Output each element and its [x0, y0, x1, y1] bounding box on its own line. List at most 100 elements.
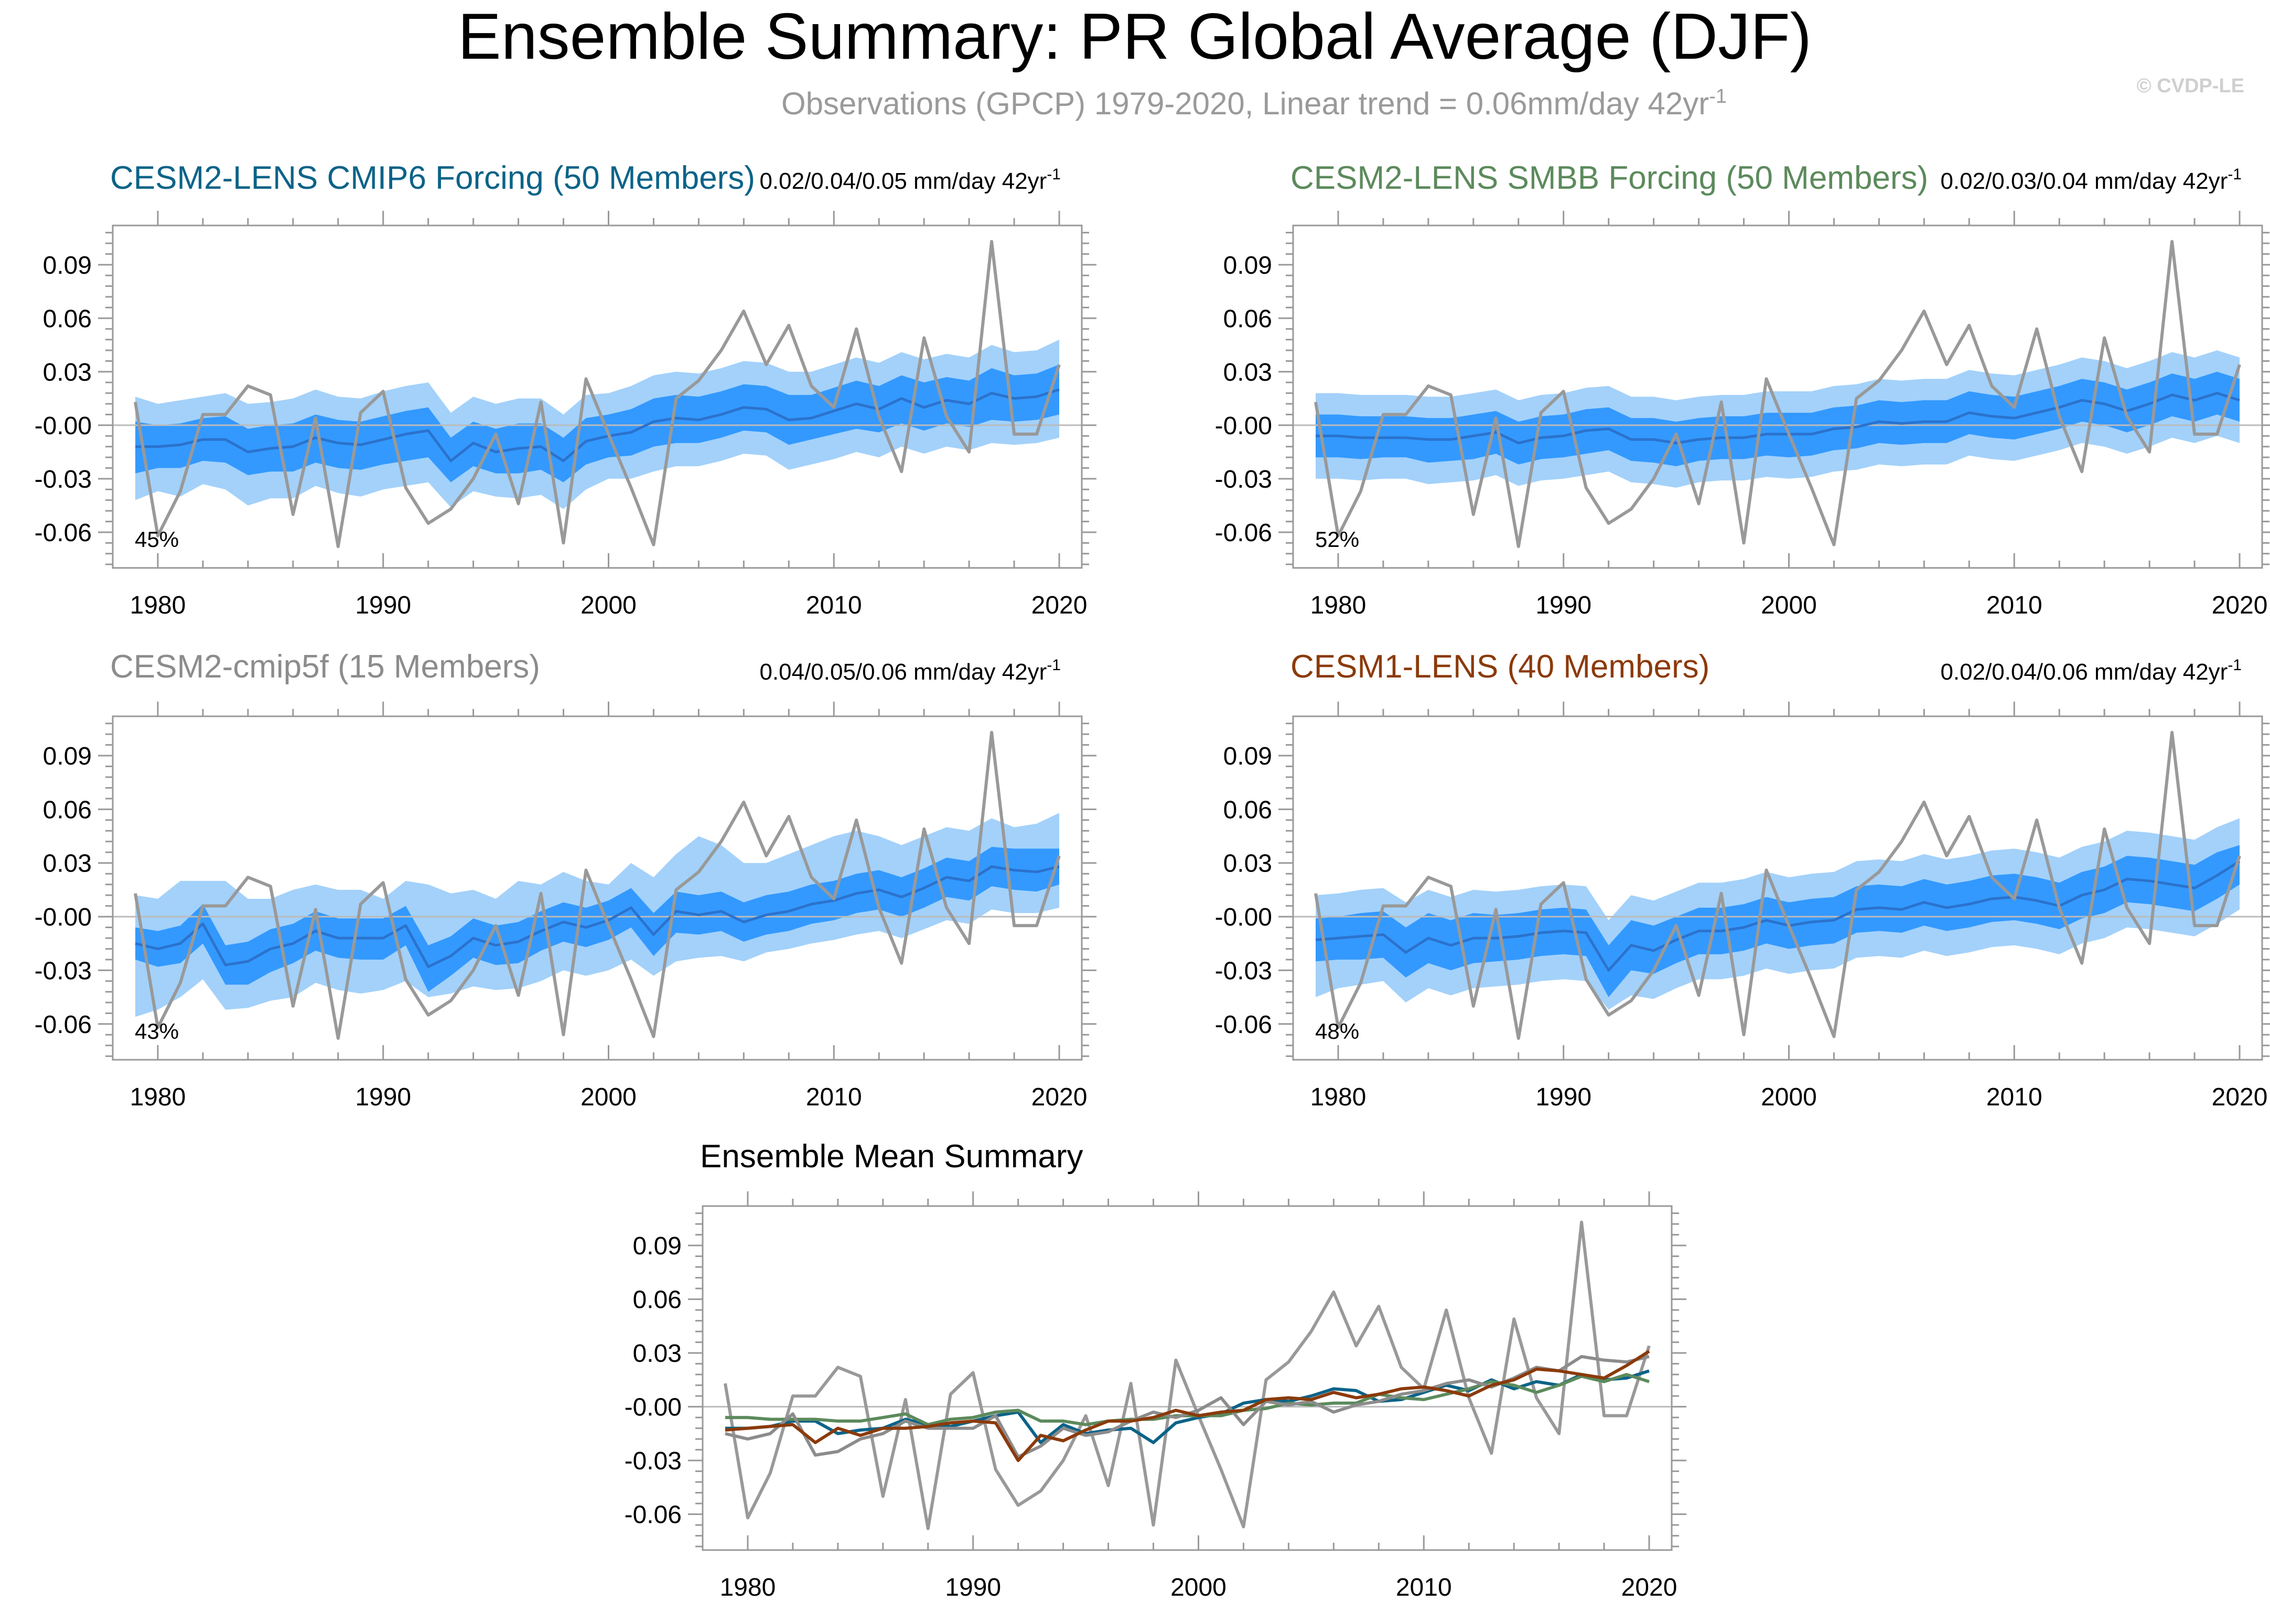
y-tick-label: -0.00 [1215, 904, 1272, 931]
trend-label-sup: -1 [1047, 657, 1061, 674]
x-tick-label: 2010 [806, 591, 862, 619]
x-tick-label: 1980 [130, 591, 186, 619]
plot-frame [702, 1205, 1673, 1551]
inner-spread-band [1316, 371, 2240, 467]
y-tick-label: 0.03 [633, 1340, 682, 1368]
panel-cesm1-lens: CESM1-LENS (40 Members) 0.02/0.04/0.06 mm… [1215, 649, 2270, 1111]
observations-line [1314, 730, 2241, 1040]
panel-cesm2-cmip5f: CESM2-cmip5f (15 Members) 0.04/0.05/0.06 … [35, 649, 1096, 1111]
subtitle-main: Observations (GPCP) 1979-2020, Linear tr… [781, 86, 1709, 121]
percent-label: 45% [135, 527, 179, 552]
plot-frame [1292, 715, 2263, 1061]
x-tick-label: 1980 [1310, 591, 1367, 619]
trend-label-text: 0.02/0.04/0.06 mm/day 42yr [1940, 659, 2228, 685]
y-tick-label: 0.03 [1223, 850, 1272, 878]
y-tick-label: 0.06 [633, 1286, 682, 1314]
y-tick-label: 0.06 [43, 305, 92, 333]
x-tick-label: 1980 [720, 1574, 776, 1601]
x-tick-label: 2010 [1986, 591, 2042, 619]
x-tick-label: 1990 [1535, 1083, 1591, 1111]
plot-frame [1292, 224, 2263, 569]
trend-label-sup: -1 [1047, 166, 1061, 183]
trend-label-sup: -1 [2228, 166, 2242, 183]
ensemble-mean-line [1316, 392, 2240, 445]
trend-label-sup: -1 [2228, 657, 2242, 674]
y-tick-label: 0.06 [1223, 796, 1272, 824]
trend-label-text: 0.02/0.03/0.04 mm/day 42yr [1940, 168, 2228, 194]
trend-label-text: 0.04/0.05/0.06 mm/day 42yr [759, 659, 1047, 685]
series-line-cesm2-lens-smbb-forcing [725, 1373, 1650, 1426]
observations-line [134, 730, 1061, 1040]
y-tick-label: 0.03 [43, 359, 92, 386]
y-tick-label: -0.03 [625, 1447, 682, 1475]
y-tick-label: 0.06 [1223, 305, 1272, 333]
x-tick-label: 2020 [1621, 1574, 1677, 1601]
watermark: © CVDP-LE [2137, 75, 2244, 97]
y-tick-label: 0.09 [633, 1232, 682, 1260]
y-tick-label: 0.09 [1223, 743, 1272, 770]
plot-area [1293, 730, 2262, 1040]
x-tick-label: 2010 [1986, 1083, 2042, 1111]
plot-area [703, 1220, 1672, 1530]
series-line-observations [724, 1220, 1651, 1530]
series-line-cesm1-lens [725, 1350, 1650, 1462]
panel-title: CESM2-LENS CMIP6 Forcing (50 Members) [110, 160, 755, 196]
y-tick-label: -0.06 [625, 1501, 682, 1529]
x-tick-label: 2000 [580, 1083, 637, 1111]
plot-frame [112, 715, 1083, 1061]
figure-subtitle: Observations (GPCP) 1979-2020, Linear tr… [781, 85, 1727, 121]
y-tick-label: 0.09 [1223, 252, 1272, 279]
x-tick-label: 1990 [355, 591, 411, 619]
inner-spread-band [1316, 845, 2240, 997]
y-tick-label: -0.00 [1215, 412, 1272, 440]
x-tick-label: 2010 [806, 1083, 862, 1111]
y-tick-label: -0.03 [1215, 957, 1272, 985]
ensemble-mean-line [1315, 860, 2241, 972]
trend-label-text: 0.02/0.04/0.05 mm/day 42yr [759, 168, 1047, 194]
x-tick-label: 1980 [1310, 1083, 1367, 1111]
trend-label: 0.02/0.03/0.04 mm/day 42yr-1 [1940, 166, 2242, 194]
y-tick-label: -0.03 [1215, 466, 1272, 493]
panel-cesm2-lens-smbb: CESM2-LENS SMBB Forcing (50 Members) 0.02… [1215, 160, 2270, 619]
x-tick-label: 1990 [355, 1083, 411, 1111]
percent-label: 43% [135, 1019, 179, 1044]
plot-area [1293, 240, 2262, 548]
panel-title: Ensemble Mean Summary [700, 1138, 1083, 1175]
panel-cesm2-lens-cmip6: CESM2-LENS CMIP6 Forcing (50 Members) 0.0… [35, 160, 1096, 619]
percent-label: 48% [1315, 1019, 1359, 1044]
panel-ensemble-mean-summary: Ensemble Mean Summary 1980 1990 2000 2010 202… [625, 1138, 1686, 1601]
trend-label: 0.02/0.04/0.06 mm/day 42yr-1 [1940, 657, 2242, 685]
y-tick-label: -0.06 [1215, 519, 1272, 547]
panel-title: CESM2-LENS SMBB Forcing (50 Members) [1290, 160, 1928, 196]
percent-label: 52% [1315, 527, 1359, 552]
x-tick-label: 2020 [1031, 1083, 1088, 1111]
observations-line [134, 240, 1061, 548]
y-tick-label: 0.09 [43, 252, 92, 279]
y-tick-label: -0.06 [1215, 1011, 1272, 1039]
ensemble-mean-line [135, 388, 1060, 463]
x-tick-label: 1980 [130, 1083, 186, 1111]
x-tick-label: 1990 [945, 1574, 1001, 1601]
x-tick-label: 2020 [2212, 591, 2268, 619]
figure-title: Ensemble Summary: PR Global Average (DJF… [458, 1, 1812, 73]
trend-label: 0.02/0.04/0.05 mm/day 42yr-1 [759, 166, 1061, 194]
y-tick-label: -0.00 [35, 412, 92, 440]
y-tick-label: -0.06 [35, 519, 92, 547]
x-tick-label: 1990 [1535, 591, 1591, 619]
y-tick-label: -0.06 [35, 1011, 92, 1039]
y-tick-label: -0.03 [35, 466, 92, 493]
subtitle-sup: -1 [1709, 85, 1727, 107]
panel-title: CESM2-cmip5f (15 Members) [110, 649, 540, 685]
x-tick-label: 2000 [1170, 1574, 1227, 1601]
plot-frame [112, 224, 1083, 569]
y-tick-label: -0.00 [35, 904, 92, 931]
x-tick-label: 2000 [1761, 1083, 1817, 1111]
y-tick-label: 0.06 [43, 796, 92, 824]
x-tick-label: 2000 [580, 591, 637, 619]
x-tick-label: 2010 [1396, 1574, 1452, 1601]
y-tick-label: 0.09 [43, 743, 92, 770]
x-tick-label: 2020 [1031, 591, 1088, 619]
inner-spread-band [135, 364, 1059, 482]
y-tick-label: -0.03 [35, 957, 92, 985]
